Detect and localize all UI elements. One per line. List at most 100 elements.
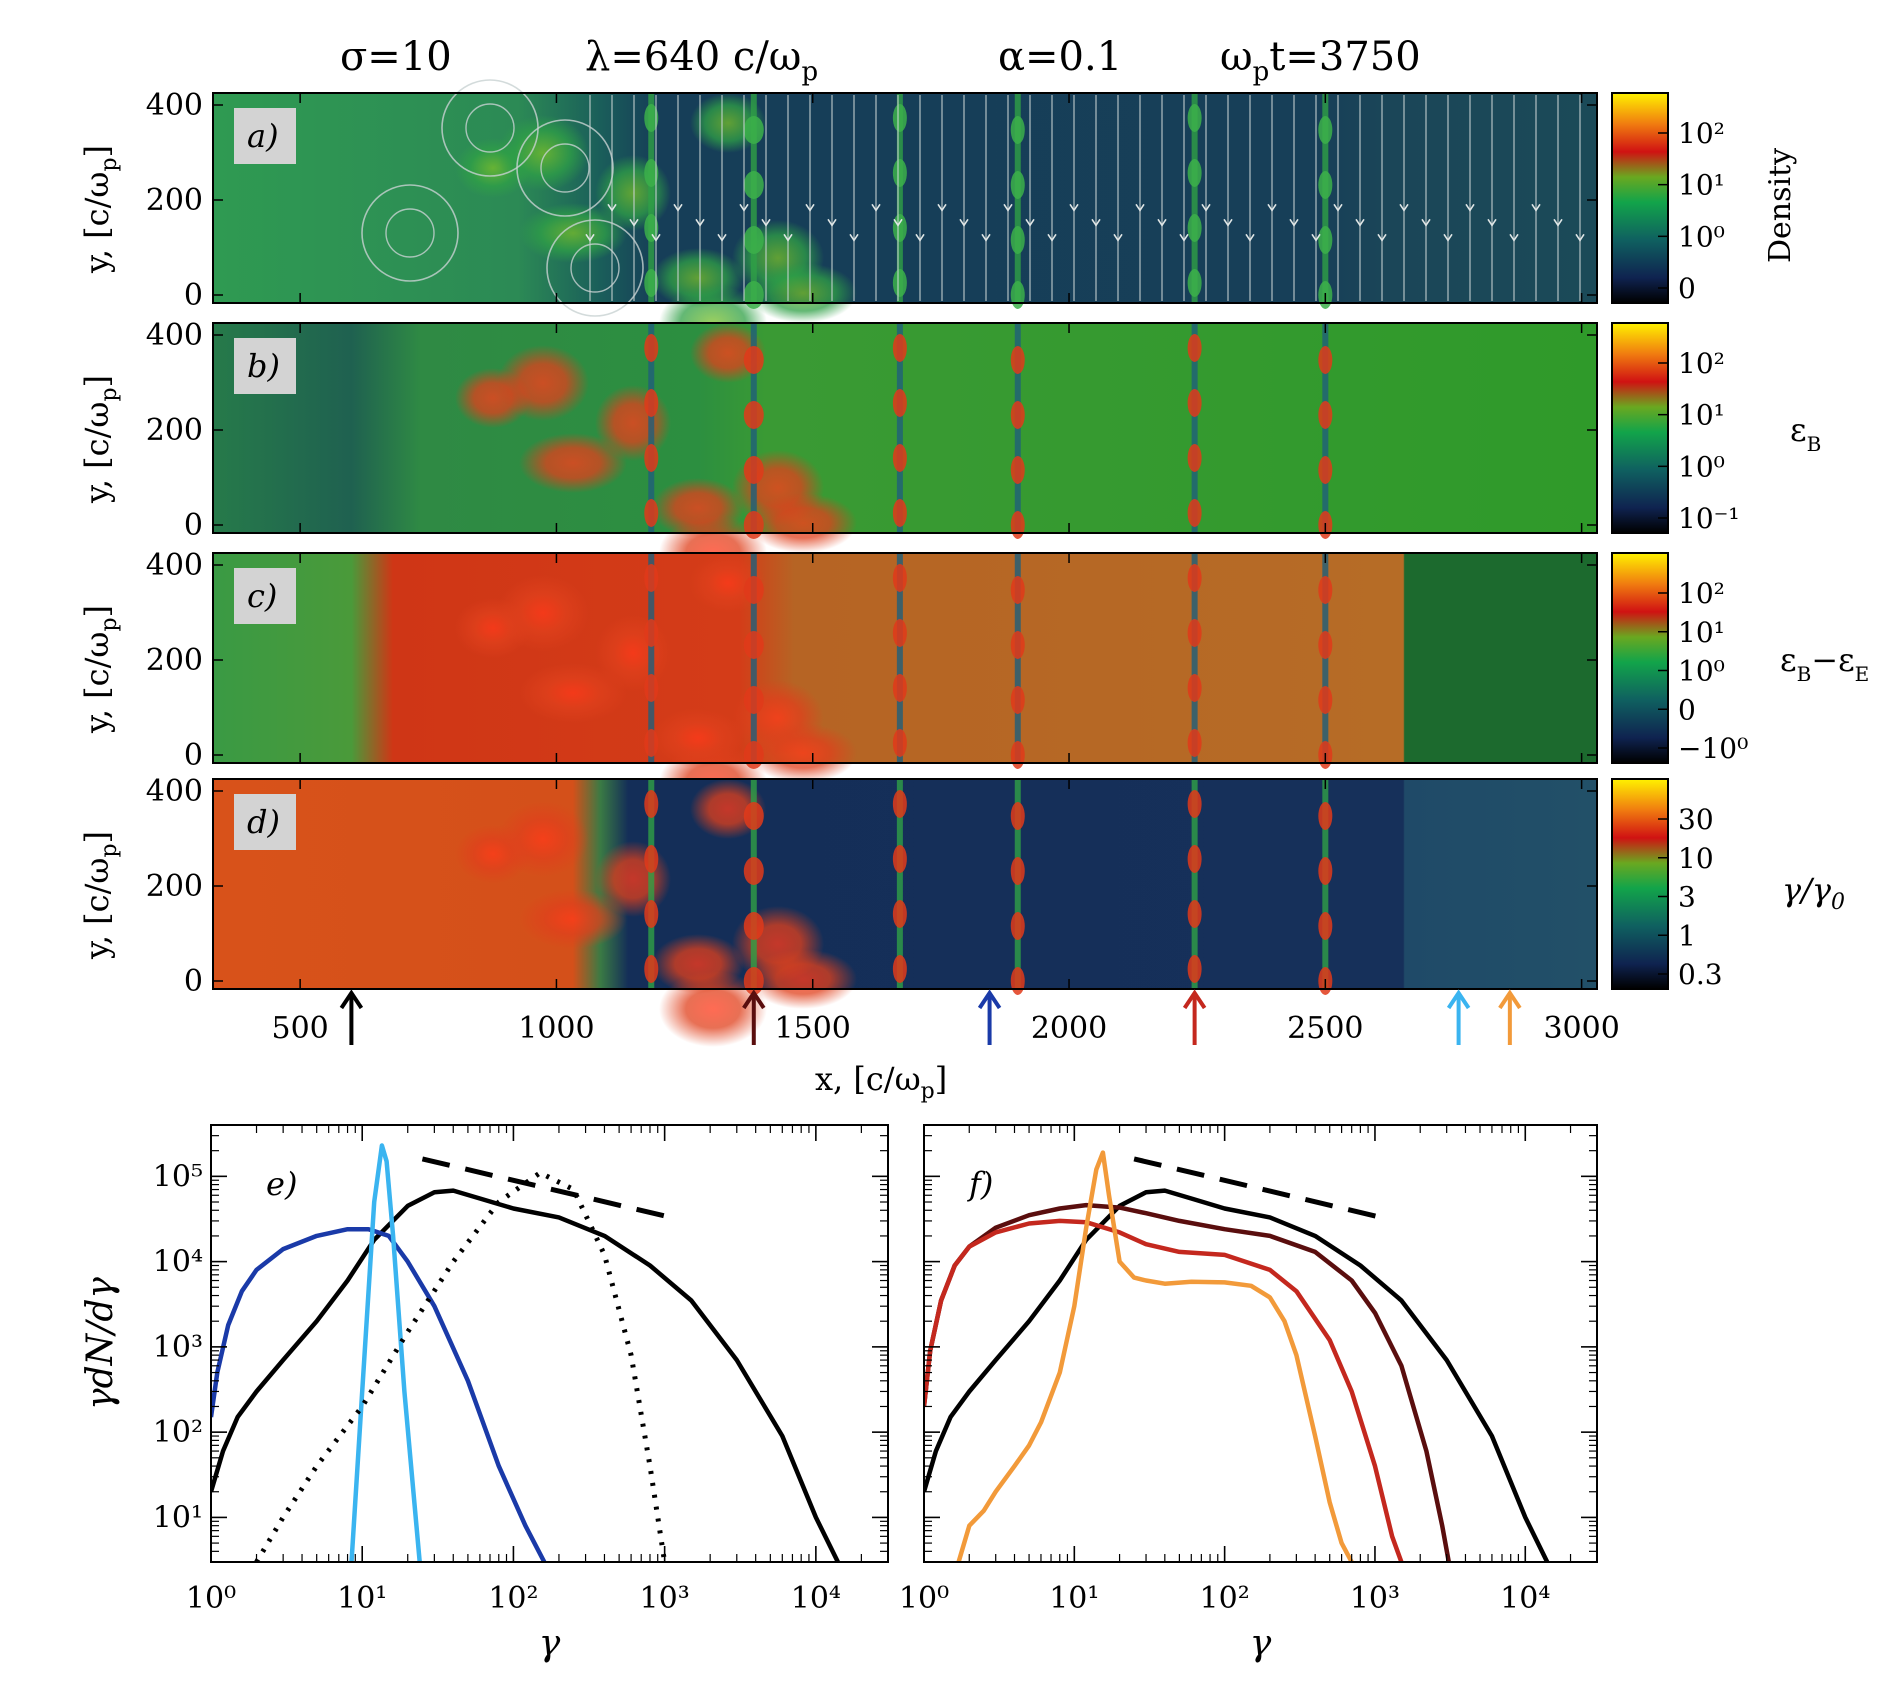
- plasmoid: [644, 845, 659, 873]
- plasmoid: [1187, 269, 1202, 297]
- plasmoid: [644, 499, 659, 527]
- field-line-arrow: [1069, 203, 1079, 212]
- colorbar-title-sub2: E: [1855, 662, 1870, 686]
- vortex-blob: [519, 203, 627, 263]
- current-sheet: [1191, 323, 1198, 533]
- field-line-arrow: [1377, 233, 1387, 242]
- vortex-blob: [519, 433, 627, 493]
- vortex-blob: [497, 345, 589, 421]
- colorbar: [1612, 93, 1668, 303]
- y-axis-label-sub: p: [97, 843, 122, 857]
- vortex-blob: [497, 115, 589, 191]
- arrow-head: [339, 989, 364, 1010]
- plasmoid: [892, 499, 907, 527]
- y-tick-label: 200: [146, 183, 203, 218]
- plasmoid: [1318, 631, 1333, 659]
- plasmoid: [1010, 802, 1025, 830]
- map-background: [213, 323, 1597, 533]
- position-arrow: [1182, 989, 1207, 1045]
- plasmoid: [1187, 389, 1202, 417]
- plasmoid: [1010, 511, 1025, 539]
- header-alpha: α=0.1: [998, 34, 1122, 80]
- plasmoid: [1010, 226, 1025, 254]
- plasmoid: [644, 159, 659, 187]
- y-tick-label: 400: [146, 548, 203, 583]
- y-axis-label-main: y, [c/ω: [78, 402, 116, 504]
- plasmoid: [1187, 214, 1202, 242]
- plasmoid: [1318, 912, 1333, 940]
- colorbar-title: εB: [1790, 411, 1821, 456]
- field-loop: [516, 119, 614, 217]
- plasmoid: [1187, 619, 1202, 647]
- arrow-head: [1446, 989, 1471, 1010]
- y-axis-label-close: ]: [78, 605, 116, 617]
- colorbar-tick-label: 10⁰: [1678, 220, 1725, 253]
- colorbar: [1612, 323, 1668, 533]
- field-line-arrow: [1465, 203, 1475, 212]
- field-line-arrow: [739, 203, 749, 212]
- plasmoid: [1010, 401, 1025, 429]
- y-tick-label: 400: [146, 88, 203, 123]
- x-tick-label: 1000: [518, 1011, 594, 1046]
- vortex-blob: [595, 615, 671, 691]
- header-lambda: λ=640 c/ωp: [585, 34, 818, 87]
- map-panel-a: a) 0 200 400 y, [c/ωp] 10² 10¹ 10⁰ 0 Density: [78, 79, 1798, 361]
- vortex-blob: [749, 723, 857, 783]
- current-sheet: [648, 553, 655, 763]
- plasmoid: [892, 845, 907, 873]
- series-red: [924, 1218, 1404, 1562]
- x-tick-label: 10²: [488, 1581, 538, 1616]
- map-frame: [212, 552, 1598, 764]
- plasmoid: [1318, 802, 1333, 830]
- field-line-arrow: [1025, 218, 1035, 227]
- plasmoid: [644, 334, 659, 362]
- y-tick-label: 0: [184, 278, 203, 313]
- x-tick-label: 10³: [640, 1581, 690, 1616]
- current-sheet: [896, 93, 903, 303]
- field-line-arrow: [1355, 218, 1365, 227]
- vortex-blob: [519, 663, 627, 723]
- plasmoid: [743, 346, 764, 374]
- field-line-arrow: [1487, 218, 1497, 227]
- field-line-arrow: [1201, 203, 1211, 212]
- field-line-arrow: [651, 233, 661, 242]
- field-line-arrow: [1553, 218, 1563, 227]
- colorbar-tick-label: 10¹: [1678, 399, 1725, 432]
- arrow-head: [1182, 989, 1207, 1010]
- panel-label-box: [234, 108, 296, 164]
- map-x-axis: 500 1000 1500 2000 2500 3000 x, [c/ωp]: [272, 989, 1620, 1104]
- plasmoid: [644, 269, 659, 297]
- plasmoid: [1010, 967, 1025, 995]
- colorbar-title-main: γ/γ: [1782, 871, 1832, 909]
- colorbar-tick-label: 10²: [1678, 117, 1725, 150]
- field-loop: [385, 208, 435, 258]
- colorbar-tick-label: 1: [1678, 919, 1696, 952]
- field-line-arrow: [1179, 233, 1189, 242]
- field-line-arrow: [607, 203, 617, 212]
- plasmoid: [644, 674, 659, 702]
- panel-label-box: [234, 338, 296, 394]
- x-tick-label: 10¹: [337, 1581, 387, 1616]
- y-tick-label: 400: [146, 774, 203, 809]
- plasmoid: [1318, 576, 1333, 604]
- vortex-blob: [749, 949, 857, 1009]
- map-background: [213, 779, 1597, 989]
- x-tick-label: 10³: [1350, 1581, 1400, 1616]
- plasmoid: [892, 159, 907, 187]
- colorbar-frame: [1611, 552, 1669, 764]
- colorbar-tick-label: 0: [1678, 693, 1696, 726]
- plasmoid: [892, 564, 907, 592]
- plasmoid: [1187, 444, 1202, 472]
- plasmoid: [743, 401, 764, 429]
- header: σ=10 λ=640 c/ωp α=0.1 ωpt=3750: [340, 34, 1421, 87]
- plasmoid: [1187, 564, 1202, 592]
- y-axis-label: y, [c/ωp]: [78, 145, 122, 274]
- plasmoid: [892, 955, 907, 983]
- panel-label: d): [247, 803, 280, 841]
- panel-label: a): [247, 117, 279, 155]
- map-background: [213, 553, 1597, 763]
- field-line-arrow: [1443, 233, 1453, 242]
